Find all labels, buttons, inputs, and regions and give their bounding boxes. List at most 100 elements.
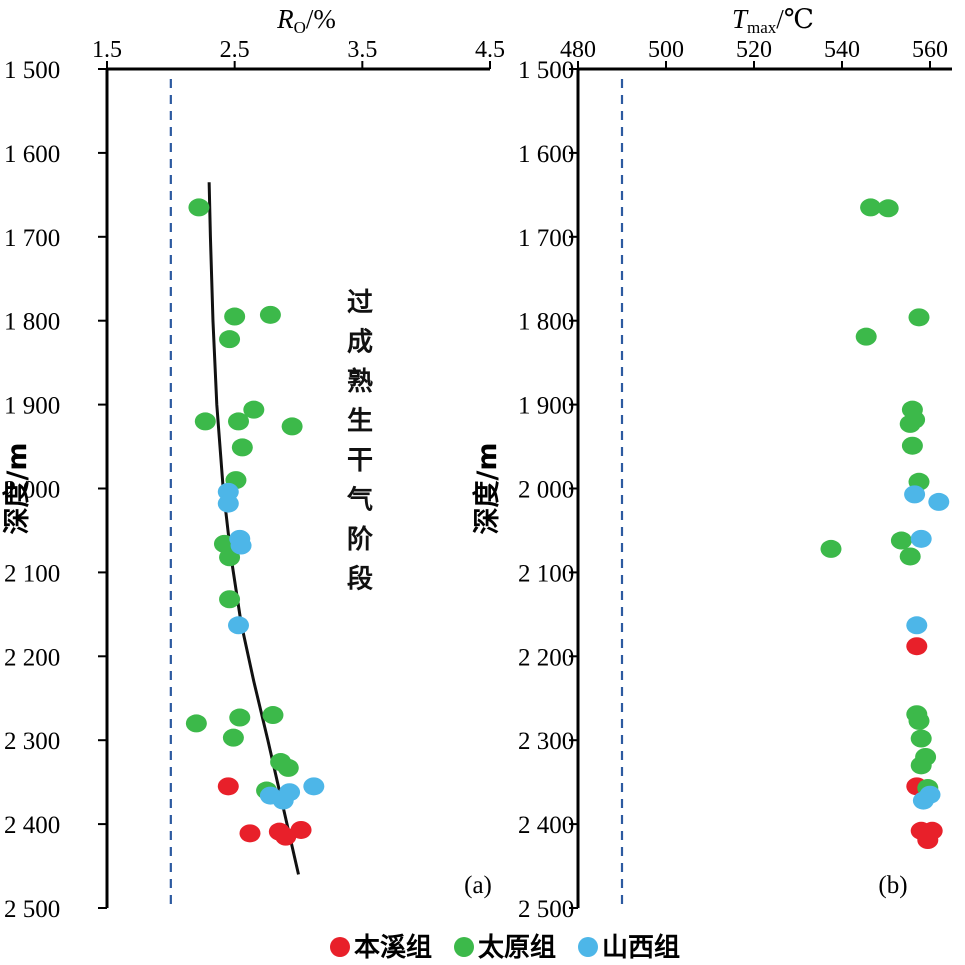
y-tick-label: 2 200 [518, 644, 574, 671]
data-point-taiyuan [277, 758, 299, 777]
data-point-shanxi [279, 783, 301, 802]
legend-marker-taiyuan [454, 937, 474, 957]
data-point-taiyuan [908, 711, 930, 730]
data-point-taiyuan [908, 308, 930, 327]
annotation-char: 阶 [347, 525, 373, 555]
x-axis-label-unit: /℃ [776, 4, 814, 34]
data-point-benxi [239, 824, 261, 843]
data-point-shanxi [217, 494, 239, 513]
data-point-taiyuan [281, 417, 303, 436]
data-point-shanxi [910, 529, 932, 548]
y-tick-label: 2 000 [518, 477, 574, 504]
y-tick-label: 1 600 [518, 141, 574, 168]
x-tick-label: 500 [648, 37, 684, 63]
data-point-taiyuan [262, 706, 284, 725]
x-tick-label: 2.5 [220, 37, 250, 63]
y-tick-label: 2 300 [518, 728, 574, 755]
legend-label-benxi: 本溪组 [354, 932, 432, 963]
panel-label: (b) [878, 872, 907, 899]
data-point-shanxi [906, 616, 928, 635]
y-tick-label: 2 500 [4, 896, 60, 923]
y-tick-label: 1 500 [4, 57, 60, 84]
y-tick-label: 1 800 [518, 309, 574, 336]
x-axis-label-main: T [732, 4, 749, 34]
data-point-benxi [290, 820, 312, 839]
data-point-shanxi [230, 536, 252, 555]
annotation-char: 过 [347, 288, 373, 318]
y-tick-label: 1 900 [4, 393, 60, 420]
x-axis-label-main: R [276, 4, 294, 34]
y-tick-label: 1 600 [4, 141, 60, 168]
x-tick-label: 540 [824, 37, 860, 63]
legend-marker-shanxi [578, 937, 598, 957]
y-tick-label: 2 400 [4, 812, 60, 839]
data-point-taiyuan [219, 548, 241, 567]
y-tick-label: 1 500 [518, 57, 574, 84]
x-axis-label: RO/% [276, 4, 336, 37]
data-point-taiyuan [855, 327, 877, 346]
x-tick-label: 1.5 [92, 37, 122, 63]
data-point-taiyuan [219, 590, 241, 609]
x-axis-label: Tmax/℃ [732, 4, 814, 37]
data-point-shanxi [912, 791, 934, 810]
y-tick-label: 2 300 [4, 728, 60, 755]
panel-b: 480 500 520 540 560 1 500 1 600 1 700 1 800 1 900… [471, 4, 952, 923]
data-point-taiyuan [820, 539, 842, 558]
y-tick-label: 1 900 [518, 393, 574, 420]
y-tick-label: 1 800 [4, 309, 60, 336]
data-point-taiyuan [227, 412, 249, 431]
data-point-taiyuan [259, 305, 281, 324]
x-tick-label: 3.5 [347, 37, 377, 63]
y-axis-label: 深度/m [1, 443, 33, 535]
y-tick-label: 2 400 [518, 812, 574, 839]
data-point-shanxi [928, 492, 950, 511]
annotation-char: 熟 [347, 366, 373, 397]
data-point-taiyuan [188, 198, 210, 217]
data-point-benxi [921, 821, 943, 840]
y-tick-label: 2 100 [4, 560, 60, 587]
data-point-taiyuan [910, 756, 932, 775]
x-axis-label-sub: max [747, 18, 777, 37]
x-tick-label: 560 [912, 37, 948, 63]
data-point-taiyuan [877, 199, 899, 218]
data-point-taiyuan [243, 400, 265, 419]
legend-marker-benxi [330, 937, 350, 957]
data-point-taiyuan [899, 547, 921, 566]
data-point-taiyuan [194, 412, 216, 431]
legend: 本溪组 太原组 山西组 [330, 932, 680, 963]
y-tick-label: 2 100 [518, 560, 574, 587]
data-point-taiyuan [890, 531, 912, 550]
y-tick-label: 1 700 [4, 225, 60, 252]
annotation-char: 生 [347, 407, 373, 437]
data-point-taiyuan [899, 414, 921, 433]
x-tick-label: 480 [560, 37, 596, 63]
data-point-shanxi [303, 777, 325, 796]
data-point-taiyuan [910, 729, 932, 748]
x-axis-label-sub: O [294, 18, 306, 37]
legend-label-shanxi: 山西组 [602, 932, 680, 963]
annotation-char: 成 [347, 328, 373, 358]
data-point-taiyuan [219, 330, 241, 349]
x-tick-label: 4.5 [475, 37, 505, 63]
y-axis-label: 深度/m [471, 443, 503, 535]
data-point-benxi [217, 777, 239, 796]
data-point-taiyuan [185, 714, 207, 733]
panel-label: (a) [464, 872, 492, 899]
data-point-taiyuan [231, 438, 253, 457]
data-point-taiyuan [860, 198, 882, 217]
y-tick-label: 2 200 [4, 644, 60, 671]
data-point-shanxi [904, 485, 926, 504]
y-tick-label: 2 000 [4, 477, 60, 504]
annotation-char: 气 [346, 485, 373, 516]
panel-a: 1.5 2.5 3.5 4.5 1 500 1 600 1 700 1 800 1 900 2 0… [1, 4, 505, 923]
data-point-taiyuan [222, 728, 244, 747]
data-point-benxi [906, 637, 928, 656]
annotation-char: 段 [347, 564, 373, 595]
x-tick-label: 520 [736, 37, 772, 63]
data-point-shanxi [227, 616, 249, 635]
annotation-char: 干 [347, 446, 373, 476]
y-tick-label: 2 500 [518, 896, 574, 923]
data-point-taiyuan [224, 307, 246, 326]
